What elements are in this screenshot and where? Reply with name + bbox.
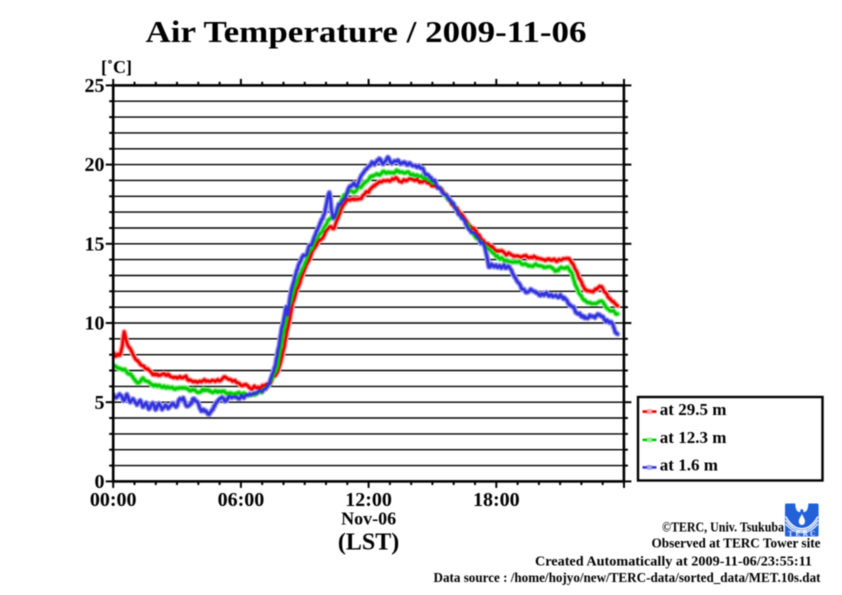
svg-text:Data source : /home/hojyo/new/: Data source : /home/hojyo/new/TERC-data/… [434,571,821,586]
svg-text:(LST): (LST) [338,530,399,556]
svg-text:5: 5 [95,392,105,414]
svg-text:Observed at TERC Tower site: Observed at TERC Tower site [652,537,821,552]
svg-text:00:00: 00:00 [90,489,137,511]
svg-text:R: R [803,530,809,538]
svg-text:0: 0 [95,471,105,493]
svg-text:at 12.3 m: at 12.3 m [660,428,727,447]
svg-text:©TERC, Univ. Tsukuba: ©TERC, Univ. Tsukuba [662,521,784,536]
svg-text:E: E [796,530,801,538]
svg-text:Air Temperature / 2009-11-06: Air Temperature / 2009-11-06 [146,14,587,49]
svg-text:18:00: 18:00 [473,489,520,511]
svg-text:06:00: 06:00 [218,489,265,511]
svg-text:15: 15 [85,233,105,255]
svg-text:C: C [810,530,815,538]
svg-text:10: 10 [85,313,105,335]
svg-text:at 29.5 m: at 29.5 m [660,400,727,419]
svg-text:at 1.6 m: at 1.6 m [660,456,718,475]
svg-text:[˚C]: [˚C] [101,57,132,77]
svg-text:25: 25 [85,75,105,97]
svg-text:12:00: 12:00 [345,489,392,511]
svg-text:Created Automatically at 2009-: Created Automatically at 2009-11-06/23:5… [535,554,812,569]
svg-text:Nov-06: Nov-06 [341,509,396,529]
svg-text:T: T [788,530,793,538]
svg-text:20: 20 [85,154,105,176]
